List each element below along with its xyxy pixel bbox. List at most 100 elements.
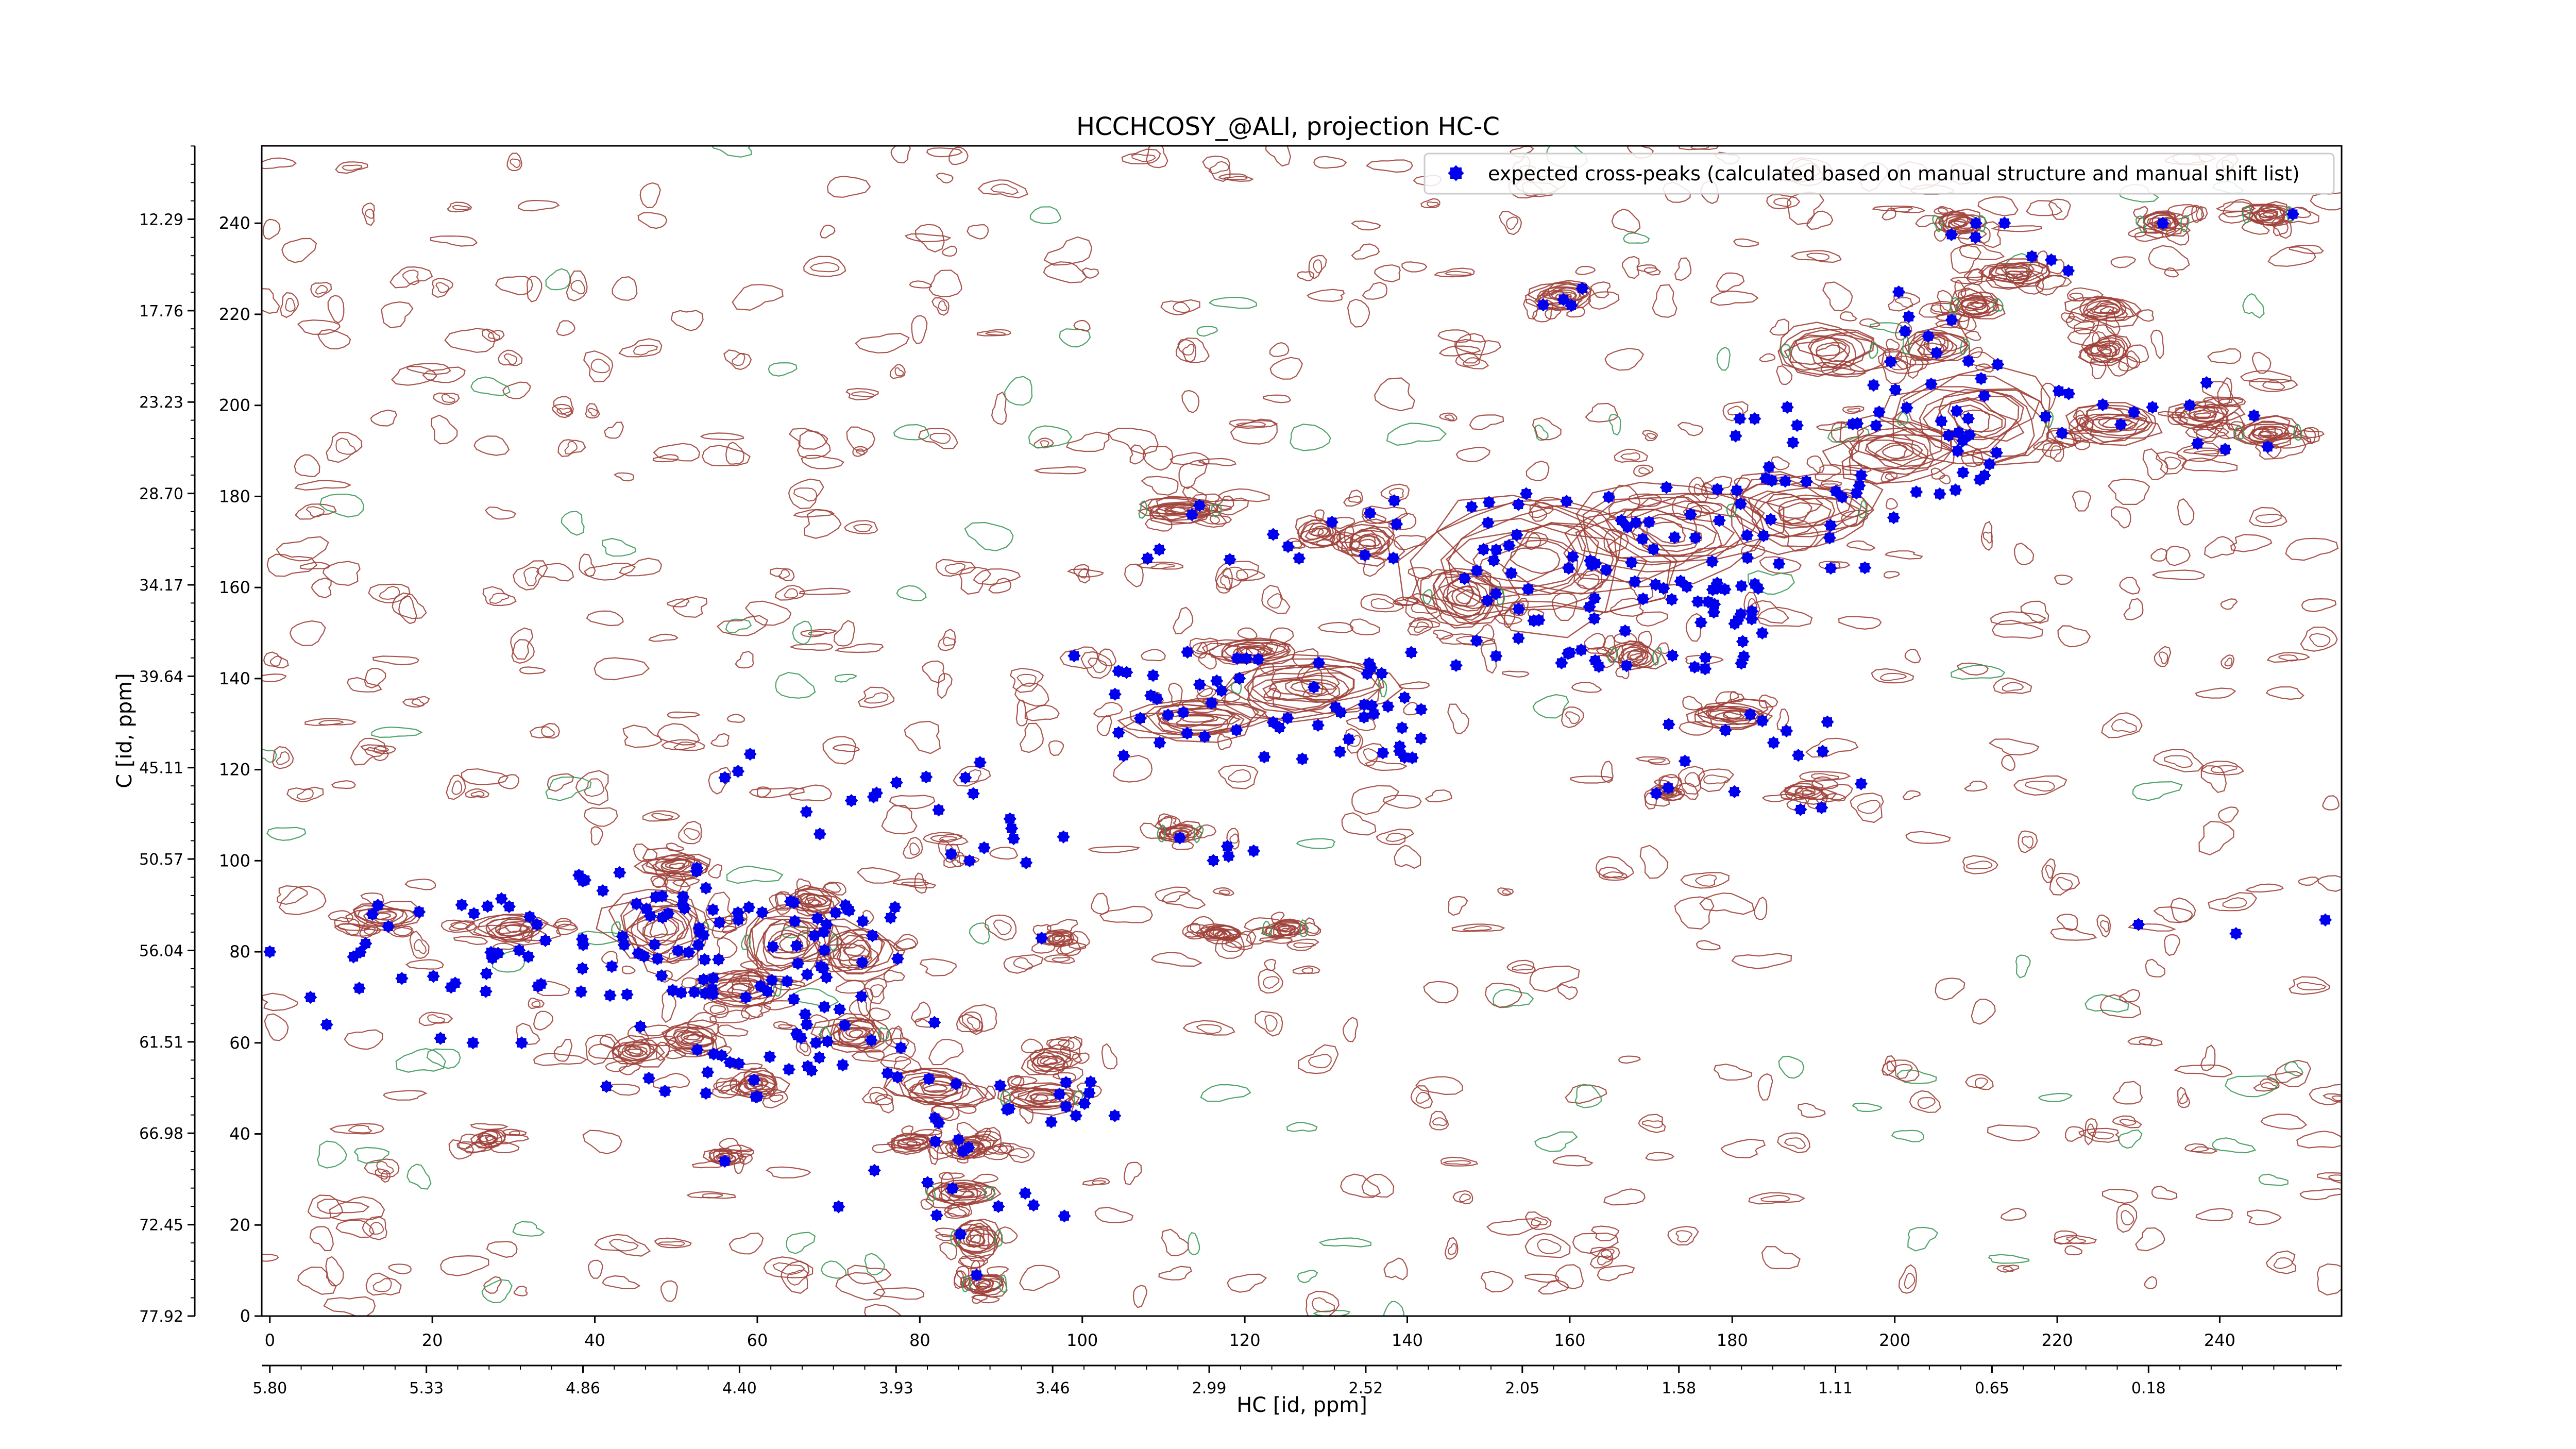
peak-marker [639, 902, 653, 916]
signal-contour-3 [1472, 524, 1599, 596]
signal-contour-5 [1885, 498, 1898, 510]
peak-marker [711, 953, 725, 966]
y-ppm-tick-label-6: 45.11 [139, 760, 183, 778]
noise-contour [2020, 600, 2049, 624]
noise-contour [711, 146, 752, 158]
noise-contour [497, 774, 520, 789]
peak-marker [928, 1016, 941, 1029]
noise-contour [1512, 964, 1534, 971]
signal-contour-54 [896, 1138, 924, 1147]
noise-contour [264, 1013, 289, 1041]
noise-contour [411, 698, 425, 707]
noise-contour [2119, 989, 2141, 1003]
noise-contour [594, 1234, 651, 1257]
signal-contour-0 [1170, 507, 1188, 513]
noise-contour [1532, 694, 1569, 719]
noise-contour [1366, 159, 1413, 173]
signal-contour-32 [709, 1005, 727, 1015]
noise-contour [1349, 618, 1380, 635]
noise-contour [1426, 201, 1439, 207]
noise-contour [1502, 889, 1511, 895]
noise-contour [1602, 871, 1624, 879]
noise-contour [2322, 795, 2340, 811]
signal-contour-35 [804, 897, 822, 906]
peak-marker [617, 938, 631, 952]
noise-contour [1459, 1193, 1471, 1203]
noise-contour [793, 487, 817, 502]
signal-contour-13 [1959, 312, 1977, 331]
peak-marker [1273, 721, 1286, 734]
signal-contour-43 [683, 1034, 701, 1041]
peak-marker [616, 930, 630, 943]
peak-marker [1786, 436, 1800, 449]
noise-contour [2247, 1209, 2282, 1225]
noise-contour [1182, 344, 1195, 356]
signal-contour-10 [2046, 429, 2077, 448]
peak-marker [1599, 563, 1613, 577]
peak-marker [1710, 577, 1724, 590]
noise-contour [1059, 646, 1098, 669]
noise-contour [2153, 749, 2204, 772]
x-ppm-tick-label-1: 5.33 [409, 1379, 444, 1397]
noise-contour [987, 1266, 1009, 1277]
peak-marker [1258, 750, 1271, 764]
noise-contour [735, 651, 754, 669]
noise-contour [323, 1296, 376, 1316]
signal-contour-14 [2035, 274, 2066, 296]
noise-contour [1087, 658, 1107, 673]
signal-contour-1 [1362, 555, 1385, 577]
noise-contour [431, 414, 458, 445]
noise-contour [297, 319, 341, 335]
noise-contour [294, 454, 320, 477]
signal-contour-7 [1922, 395, 2020, 441]
noise-contour [1531, 1217, 1549, 1227]
noise-contour [1882, 1059, 1920, 1082]
signal-contour-46 [453, 936, 488, 946]
signal-contour-53 [1046, 1038, 1070, 1050]
signal-contour-18 [2165, 228, 2190, 246]
signal-contour-49 [713, 1148, 737, 1164]
noise-contour [1212, 887, 1235, 896]
signal-contour-27 [1171, 839, 1194, 850]
negative-contour-21 [1422, 589, 1433, 605]
noise-contour [575, 770, 609, 806]
signal-contour-37 [922, 1082, 956, 1093]
noise-contour [1308, 1054, 1332, 1069]
noise-contour [347, 677, 382, 693]
noise-contour [1175, 338, 1210, 364]
signal-contour-21 [1408, 567, 1433, 580]
noise-contour [1423, 981, 1459, 1004]
signal-contour-31 [666, 843, 685, 852]
peak-marker [1621, 520, 1634, 534]
noise-contour [1965, 860, 1993, 870]
noise-contour [2040, 382, 2057, 412]
noise-contour [1639, 845, 1669, 879]
signal-contour-43 [655, 1041, 670, 1062]
signal-contour-42 [968, 1275, 1004, 1294]
noise-contour [398, 596, 417, 625]
noise-contour [622, 724, 663, 748]
noise-contour [448, 1139, 474, 1160]
peak-marker [1044, 1115, 1058, 1129]
noise-contour [1798, 1103, 1826, 1118]
noise-contour [2195, 1208, 2233, 1221]
noise-contour [281, 238, 317, 263]
peak-marker [1850, 486, 1863, 500]
noise-contour [1407, 617, 1434, 636]
noise-contour [1773, 197, 1792, 207]
noise-contour [1313, 259, 1323, 274]
signal-contour-37 [955, 1105, 977, 1114]
noise-contour [657, 1241, 685, 1246]
x-tick-label-10: 200 [1879, 1330, 1910, 1350]
peak-marker [1562, 562, 1575, 575]
signal-contour-0 [1209, 514, 1232, 525]
noise-contour [513, 1285, 528, 1296]
noise-contour [1498, 211, 1522, 235]
negative-contour-5 [1858, 499, 1867, 519]
peak-marker [2044, 253, 2058, 267]
negative-contour-30 [611, 921, 621, 938]
noise-contour [512, 1221, 545, 1237]
peak-marker [1636, 532, 1649, 546]
negative-contour-17 [1931, 214, 1943, 232]
noise-contour [1099, 905, 1153, 923]
